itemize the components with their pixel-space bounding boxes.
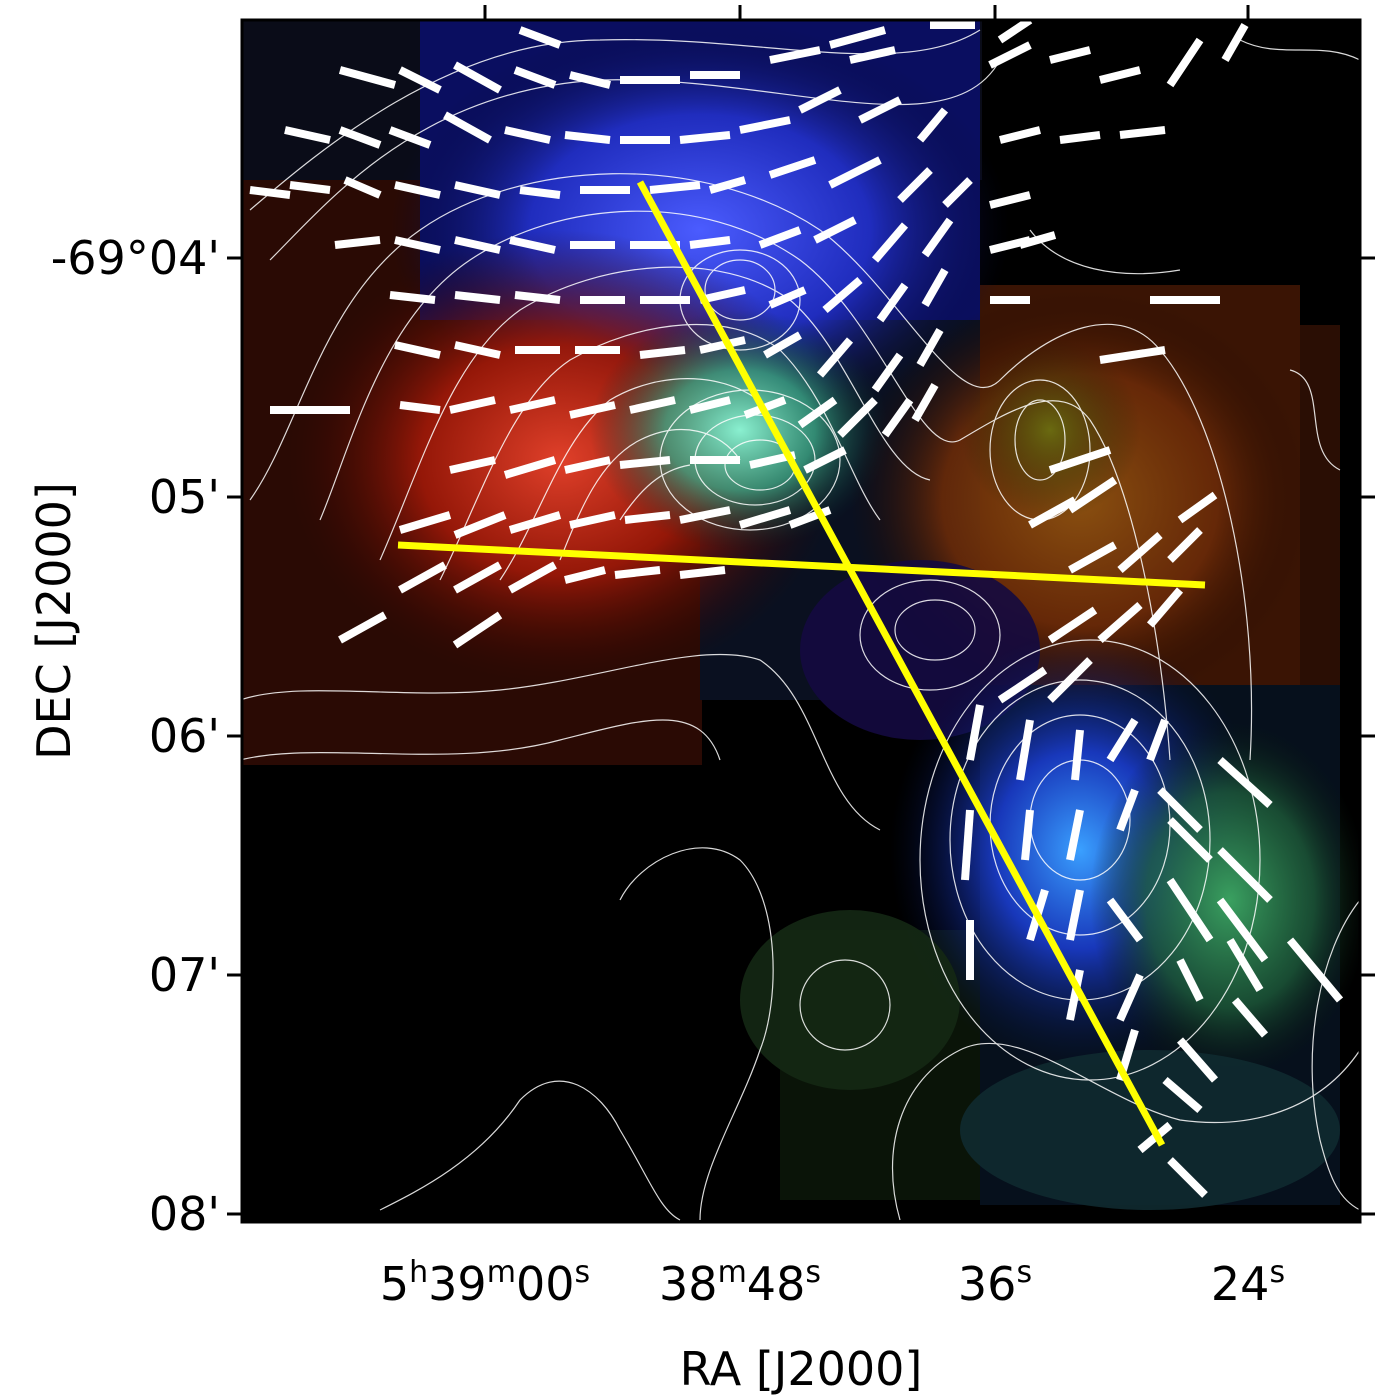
y-axis-label: DEC [J2000]	[27, 482, 81, 760]
cut-line-minor	[397, 541, 1206, 589]
x-tick-label: 38m48s	[659, 1255, 821, 1311]
y-tick-labels: -69°04' 05' 06' 07' 08'	[51, 231, 220, 1241]
x-tick-label: 5h39m00s	[380, 1255, 590, 1311]
y-tick-label: -69°04'	[51, 231, 220, 285]
x-tick-labels: 5h39m00s 38m48s 36s 24s	[380, 1255, 1285, 1311]
x-tick-label: 36s	[958, 1255, 1032, 1311]
x-tick-label: 24s	[1211, 1255, 1285, 1311]
y-ticks	[227, 256, 1375, 1216]
profile-cut-lines	[397, 180, 1206, 1147]
y-tick-label: 07'	[149, 948, 220, 1002]
cut-line-major	[636, 180, 1166, 1147]
x-axis-label: RA [J2000]	[680, 1342, 923, 1396]
y-tick-label: 08'	[149, 1187, 220, 1241]
y-tick-label: 05'	[149, 470, 220, 524]
y-tick-label: 06'	[149, 709, 220, 763]
x-ticks	[483, 5, 1250, 1222]
emission-map	[242, 20, 1360, 1222]
plot-frame	[240, 18, 1362, 1224]
